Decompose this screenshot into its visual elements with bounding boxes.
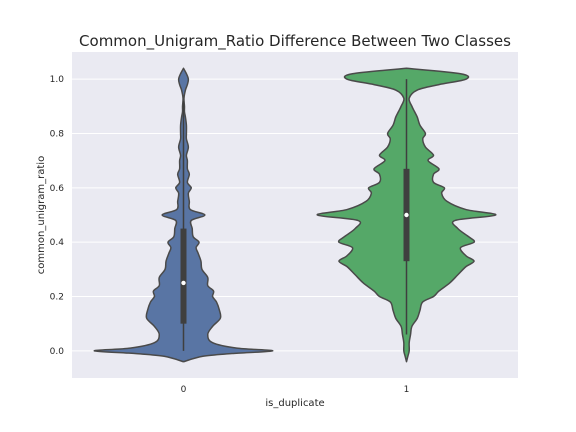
x-tick-label: 1 <box>404 385 410 395</box>
y-tick-label: 0.0 <box>50 347 65 357</box>
iqr-box-0 <box>180 228 187 324</box>
y-tick-label: 0.4 <box>50 238 65 248</box>
y-axis-ticks: 0.0 0.2 0.4 0.6 0.8 1.0 <box>50 75 65 357</box>
chart-title: Common_Unigram_Ratio Difference Between … <box>79 32 511 51</box>
y-axis-label: common_unigram_ratio <box>36 156 47 274</box>
y-tick-label: 0.8 <box>50 130 65 140</box>
x-axis-label: is_duplicate <box>265 398 324 409</box>
y-tick-label: 0.2 <box>50 293 64 303</box>
y-tick-label: 0.6 <box>50 184 65 194</box>
x-tick-label: 0 <box>181 385 187 395</box>
median-point-1 <box>404 212 409 218</box>
y-tick-label: 1.0 <box>50 75 65 85</box>
violin-series <box>93 67 497 363</box>
median-point-0 <box>181 280 186 286</box>
